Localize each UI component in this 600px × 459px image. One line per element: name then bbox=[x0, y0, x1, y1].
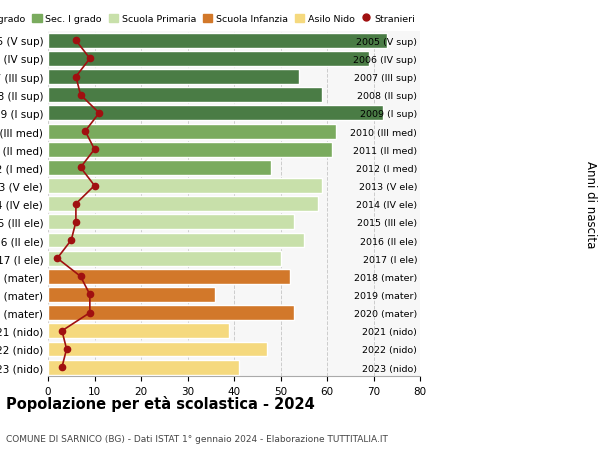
Bar bbox=[48, 269, 290, 284]
Bar bbox=[48, 106, 383, 121]
Text: Popolazione per età scolastica - 2024: Popolazione per età scolastica - 2024 bbox=[6, 396, 315, 412]
Bar bbox=[48, 287, 215, 302]
Bar bbox=[48, 215, 295, 230]
Bar bbox=[48, 52, 369, 67]
Bar bbox=[48, 124, 337, 139]
Text: COMUNE DI SARNICO (BG) - Dati ISTAT 1° gennaio 2024 - Elaborazione TUTTITALIA.IT: COMUNE DI SARNICO (BG) - Dati ISTAT 1° g… bbox=[6, 434, 388, 442]
Bar bbox=[48, 197, 318, 212]
Bar bbox=[48, 34, 388, 49]
Bar bbox=[48, 88, 322, 103]
Bar bbox=[48, 251, 281, 266]
Bar bbox=[48, 324, 229, 339]
Bar bbox=[48, 233, 304, 248]
Bar bbox=[48, 161, 271, 175]
Bar bbox=[48, 360, 239, 375]
Bar bbox=[48, 179, 322, 194]
Bar bbox=[48, 306, 295, 320]
Bar bbox=[48, 142, 332, 157]
Bar bbox=[48, 342, 266, 357]
Text: Anni di nascita: Anni di nascita bbox=[584, 161, 597, 248]
Legend: Sec. II grado, Sec. I grado, Scuola Primaria, Scuola Infanzia, Asilo Nido, Stran: Sec. II grado, Sec. I grado, Scuola Prim… bbox=[0, 15, 415, 24]
Bar bbox=[48, 70, 299, 85]
